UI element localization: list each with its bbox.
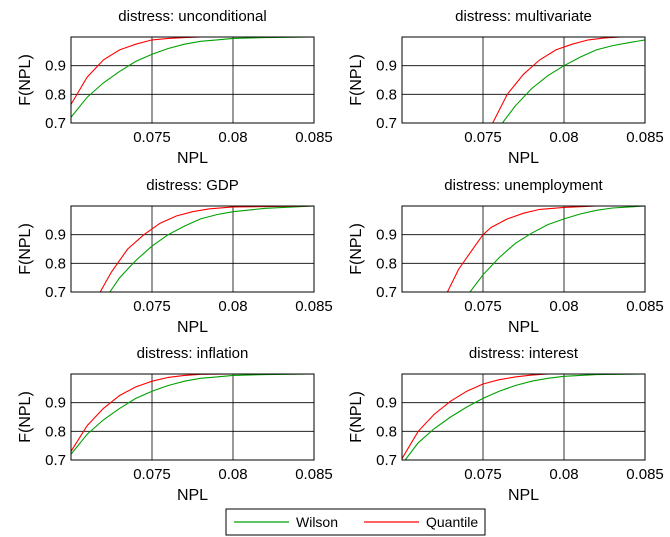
- y-tick-label: 0.9: [45, 227, 66, 244]
- x-tick-label: 0.085: [295, 466, 333, 483]
- y-axis-label: F(NPL): [348, 391, 365, 443]
- series-line-wilson: [469, 206, 645, 292]
- series-line-quantile: [71, 37, 314, 105]
- x-tick-label: 0.08: [549, 129, 578, 146]
- subplot-title: distress: unconditional: [118, 8, 266, 25]
- subplot-title: distress: GDP: [146, 177, 239, 194]
- y-tick-label: 0.8: [45, 423, 66, 440]
- x-tick-label: 0.075: [133, 298, 171, 315]
- y-tick-label: 0.8: [376, 255, 397, 272]
- x-tick-label: 0.075: [464, 298, 502, 315]
- series-line-wilson: [71, 374, 314, 455]
- subplot-title: distress: interest: [469, 345, 579, 362]
- y-axis-label: F(NPL): [348, 54, 365, 106]
- y-axis-label: F(NPL): [17, 223, 34, 275]
- y-axis-label: F(NPL): [17, 391, 34, 443]
- x-tick-label: 0.08: [218, 129, 247, 146]
- axes-frame: [70, 205, 315, 293]
- legend: Wilson Quantile: [225, 508, 486, 536]
- x-axis-label: NPL: [508, 150, 539, 167]
- legend-label-quantile: Quantile: [426, 514, 478, 530]
- x-tick-label: 0.075: [464, 129, 502, 146]
- x-tick-label: 0.085: [295, 298, 333, 315]
- x-tick-label: 0.075: [464, 466, 502, 483]
- y-tick-label: 0.7: [45, 115, 66, 132]
- y-tick-label: 0.9: [45, 58, 66, 75]
- subplot-3: distress: GDP 0.075 0.08 0.085 0.7 0.8 0.9 NPL F…: [17, 177, 333, 336]
- x-axis-label: NPL: [177, 487, 208, 504]
- series-line-quantile: [402, 374, 645, 459]
- y-tick-label: 0.7: [376, 115, 397, 132]
- subplot-4: distress: unemployment 0.075 0.08 0.085 0.7 0…: [348, 177, 664, 336]
- subplot-2: distress: multivariate 0.075 0.08 0.085 0.7 0…: [348, 8, 664, 167]
- axes-frame: [401, 205, 646, 293]
- y-tick-label: 0.7: [376, 452, 397, 469]
- x-tick-label: 0.085: [295, 129, 333, 146]
- legend-label-wilson: Wilson: [296, 514, 338, 530]
- subplot-6: distress: interest 0.075 0.08 0.085 0.7 0.8 0.…: [348, 345, 664, 504]
- x-axis-label: NPL: [508, 487, 539, 504]
- x-tick-label: 0.08: [549, 466, 578, 483]
- series-line-wilson: [71, 37, 314, 118]
- subplot-1: distress: unconditional 0.075 0.08 0.085 0.7…: [17, 8, 333, 167]
- series-line-wilson: [109, 206, 314, 292]
- y-tick-label: 0.8: [376, 423, 397, 440]
- y-axis-label: F(NPL): [348, 223, 365, 275]
- y-tick-label: 0.7: [45, 452, 66, 469]
- x-tick-label: 0.08: [549, 298, 578, 315]
- subplot-title: distress: multivariate: [455, 8, 592, 25]
- series-line-quantile: [492, 37, 645, 123]
- x-axis-label: NPL: [177, 150, 208, 167]
- y-axis-label: F(NPL): [17, 54, 34, 106]
- axes-frame: [70, 36, 315, 124]
- x-tick-label: 0.075: [133, 466, 171, 483]
- x-axis-label: NPL: [177, 319, 208, 336]
- x-tick-label: 0.085: [626, 129, 664, 146]
- x-tick-label: 0.08: [218, 466, 247, 483]
- y-tick-label: 0.7: [45, 284, 66, 301]
- series-line-quantile: [446, 206, 645, 292]
- series-line-wilson: [404, 374, 645, 460]
- x-axis-label: NPL: [508, 319, 539, 336]
- y-tick-label: 0.8: [45, 255, 66, 272]
- y-tick-label: 0.9: [376, 227, 397, 244]
- y-tick-label: 0.9: [45, 395, 66, 412]
- x-tick-label: 0.085: [626, 466, 664, 483]
- subplot-title: distress: inflation: [137, 345, 249, 362]
- y-tick-label: 0.8: [45, 86, 66, 103]
- x-tick-label: 0.075: [133, 129, 171, 146]
- subplot-title: distress: unemployment: [444, 177, 603, 194]
- series-line-quantile: [99, 206, 314, 292]
- subplot-5: distress: inflation 0.075 0.08 0.085 0.7 0.8 0…: [17, 345, 333, 504]
- x-tick-label: 0.08: [218, 298, 247, 315]
- y-tick-label: 0.8: [376, 86, 397, 103]
- series-line-wilson: [501, 39, 645, 123]
- axes-frame: [401, 36, 646, 124]
- axes-frame: [70, 373, 315, 461]
- series-line-quantile: [71, 374, 314, 452]
- x-tick-label: 0.085: [626, 298, 664, 315]
- axes-frame: [401, 373, 646, 461]
- y-tick-label: 0.9: [376, 395, 397, 412]
- y-tick-label: 0.9: [376, 58, 397, 75]
- y-tick-label: 0.7: [376, 284, 397, 301]
